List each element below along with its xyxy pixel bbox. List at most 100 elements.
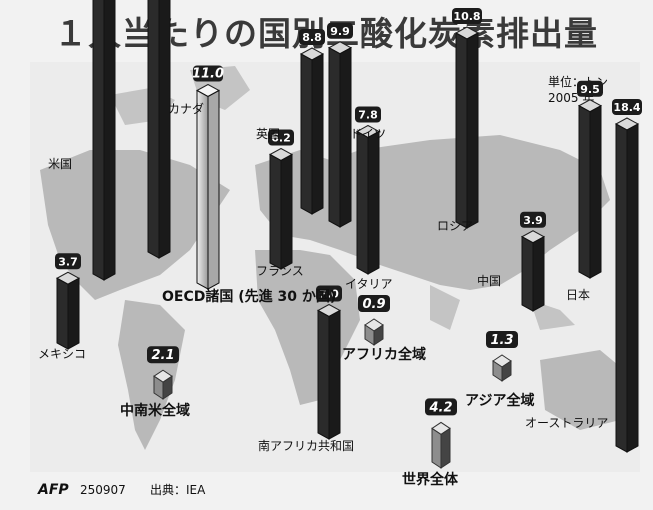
value-label: 4.2 — [428, 400, 452, 415]
bar-8: 9.9 — [327, 22, 353, 228]
bar-face-left — [269, 153, 282, 270]
bar-3: 11.0 — [192, 65, 224, 290]
bar-face-left — [56, 277, 69, 350]
category-label: オーストラリア — [525, 416, 608, 430]
afp-logo: AFP — [37, 482, 69, 498]
bar-face-right — [207, 89, 220, 290]
value-badge — [299, 29, 325, 45]
bar-face-left — [521, 235, 534, 312]
bar-2: 17.0 — [147, 0, 171, 259]
bar-face-right — [440, 427, 451, 469]
bar-4: 3.7 — [55, 253, 81, 350]
bar-face-right — [328, 309, 341, 440]
bar-face-right — [158, 0, 171, 259]
category-label: 日本 — [566, 288, 590, 302]
bar-face-right — [589, 104, 602, 279]
value-label: 1.3 — [490, 333, 513, 348]
value-badge — [327, 22, 353, 39]
value-badge — [425, 398, 457, 416]
bar-17: 18.4 — [612, 99, 642, 453]
value-label: 3.7 — [58, 255, 78, 268]
category-label: アジア全域 — [465, 392, 534, 409]
category-label: メキシコ — [38, 347, 86, 361]
value-label: 11.0 — [192, 67, 224, 82]
bar-face-right — [501, 360, 512, 382]
bar-11: 0.9 — [358, 295, 390, 346]
bar-face-left — [300, 53, 313, 215]
graphic-code: 250907 — [80, 483, 126, 497]
value-badge — [486, 331, 518, 348]
value-label: 18.4 — [613, 101, 640, 114]
value-label: 7.0 — [319, 288, 339, 301]
bar-face-left — [328, 46, 341, 228]
bar-7: 8.8 — [299, 29, 325, 215]
bar-face-right — [103, 0, 116, 281]
bar-face-left — [578, 104, 591, 279]
category-label: イタリア — [345, 277, 393, 291]
category-label: 南アフリカ共和国 — [258, 438, 354, 453]
value-label: 6.2 — [271, 132, 291, 145]
value-badge — [193, 65, 223, 82]
value-badge — [612, 99, 642, 115]
value-badge — [355, 106, 381, 123]
bar-face-right — [532, 235, 545, 312]
value-label: 3.9 — [523, 214, 543, 227]
bar-face-left — [317, 309, 330, 440]
value-label: 8.8 — [302, 31, 322, 44]
bar-face-left — [147, 0, 160, 259]
bar-6: 6.2 — [268, 129, 294, 270]
bar-15: 9.5 — [577, 80, 603, 279]
bar-14: 3.9 — [520, 211, 546, 312]
bar-5: 2.1 — [147, 346, 179, 400]
category-label: 世界全体 — [402, 471, 459, 488]
bar-13: 10.8 — [452, 8, 482, 229]
value-label: 9.9 — [330, 25, 350, 38]
category-label: 米国 — [48, 157, 72, 171]
bar-9: 7.8 — [355, 106, 381, 275]
category-label: アフリカ全域 — [342, 346, 426, 363]
bar-face-right — [367, 130, 380, 275]
value-badge — [452, 8, 482, 24]
bar-face-left — [431, 427, 442, 469]
value-label: 2.1 — [151, 348, 174, 363]
chart-bars: 19.6 17.0 11.0 3.7 2.1 6.2 8.8 9.9 7.8 7.0 0.9 4.2 1… — [55, 0, 642, 469]
value-badge — [147, 346, 179, 364]
bar-1: 19.6 — [92, 0, 116, 281]
value-label: 0.9 — [362, 297, 385, 312]
bar-face-right — [162, 375, 173, 400]
category-label: OECD諸国 (先進 30 か国) — [162, 288, 336, 305]
bar-face-right — [373, 324, 384, 346]
bar-face-right — [339, 46, 352, 228]
bar-16: 1.3 — [486, 331, 518, 382]
value-badge — [55, 253, 81, 270]
bar-10: 7.0 — [316, 285, 342, 440]
bar-face-right — [466, 32, 479, 229]
bar-face-right — [67, 277, 80, 350]
bar-face-left — [356, 130, 369, 275]
category-label: カナダ — [168, 101, 204, 116]
bar-face-right — [311, 53, 324, 215]
source-label: 出典：IEA — [150, 483, 206, 497]
category-label: ロシア — [437, 219, 473, 233]
bar-face-left — [196, 89, 209, 290]
bar-face-right — [626, 123, 639, 453]
category-label: フランス — [256, 264, 304, 278]
chart-title: １人当たりの国別二酸化炭素排出量 — [54, 14, 598, 53]
value-badge — [316, 285, 342, 302]
footer: AFP 250907 出典：IEA — [37, 482, 206, 498]
value-badge — [358, 295, 390, 312]
bar-face-left — [92, 0, 105, 281]
bar-face-right — [280, 153, 293, 270]
bar-12: 4.2 — [425, 398, 457, 469]
value-label: 7.8 — [358, 109, 378, 122]
value-badge — [577, 80, 603, 97]
value-badge — [520, 211, 546, 228]
bar-face-left — [615, 123, 628, 453]
value-label: 10.8 — [453, 10, 480, 23]
value-label: 9.5 — [580, 83, 600, 96]
category-label: 中南米全域 — [120, 402, 190, 419]
value-badge — [268, 129, 294, 146]
